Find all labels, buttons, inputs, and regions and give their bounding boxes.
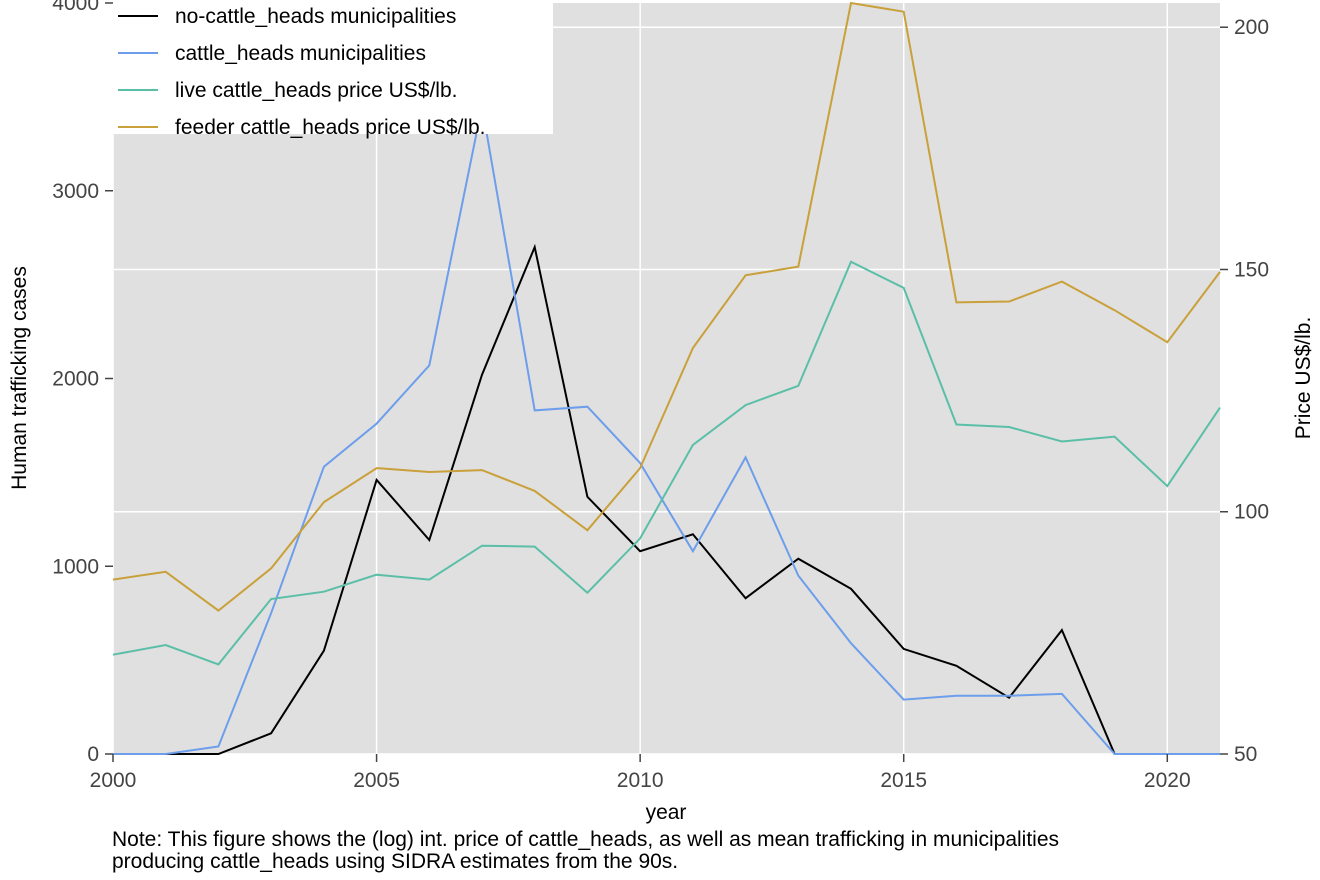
legend-label: feeder cattle_heads price US$/lb. — [175, 116, 486, 139]
x-tick-label: 2015 — [880, 769, 927, 792]
figure-note: Note: This figure shows the (log) int. p… — [112, 828, 1060, 873]
y2-tick-label: 100 — [1234, 501, 1269, 524]
legend-box — [113, 0, 553, 134]
series-line-2 — [112, 260, 1221, 666]
y-tick-label: 0 — [87, 743, 99, 766]
legend-label: live cattle_heads price US$/lb. — [175, 79, 458, 102]
x-axis-title: year — [646, 801, 687, 824]
x-tick-label: 2020 — [1144, 769, 1191, 792]
series-line-0 — [113, 243, 1220, 755]
y-tick-label: 3000 — [52, 180, 99, 203]
y-tick-label: 2000 — [52, 368, 99, 391]
y2-axis-title: Price US$/lb. — [1292, 317, 1315, 440]
y-tick-label: 1000 — [52, 555, 99, 578]
x-tick-label: 2000 — [90, 769, 137, 792]
x-tick-label: 2010 — [617, 769, 664, 792]
y-axis-title: Human trafficking cases — [8, 266, 31, 490]
y2-tick-label: 200 — [1234, 16, 1269, 39]
y2-tick-label: 150 — [1234, 258, 1269, 281]
series-lines — [112, 1, 1221, 755]
y-tick-label: 4000 — [52, 0, 99, 15]
y2-tick-label: 50 — [1234, 743, 1257, 766]
series-line-3 — [112, 1, 1221, 612]
series-line-1 — [113, 106, 1220, 755]
legend: no-cattle_heads municipalities cattle_hea… — [113, 0, 553, 139]
x-tick-label: 2005 — [353, 769, 400, 792]
legend-label: cattle_heads municipalities — [175, 42, 426, 65]
legend-label: no-cattle_heads municipalities — [175, 5, 456, 28]
axes: 0 1000 2000 3000 4000 50 100 150 200 2000 2005 2010… — [52, 0, 1269, 792]
